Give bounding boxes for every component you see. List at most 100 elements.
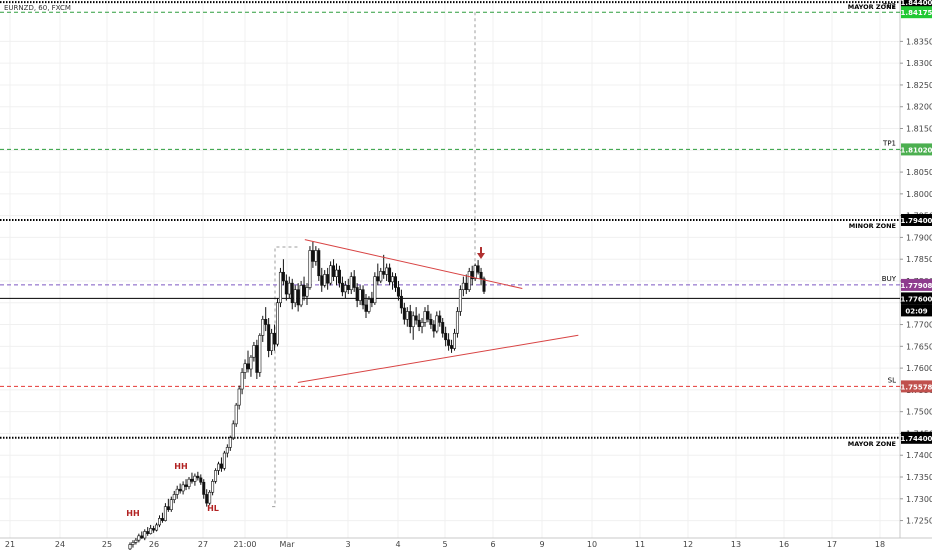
candle-body [361,289,365,306]
candle-body [193,475,197,482]
candle-body [219,463,223,469]
candle-body [396,287,400,297]
y-tick-label: 1.83000 [906,59,932,68]
y-tick-label: 1.81500 [906,125,932,134]
candle-body [296,289,300,306]
candle-body [184,484,188,487]
price-level-label: TP1 [882,139,896,147]
candle-body [311,250,315,262]
candle-body [444,332,448,341]
candle-body [208,491,212,504]
candle-body [158,518,162,526]
price-level-label: MAYOR ZONE [848,3,896,11]
candle-body [482,278,486,292]
candle-body [376,276,380,282]
measure-box [272,246,299,508]
candle-body [337,269,341,284]
candle-body [364,304,368,312]
triangle-lower-line [297,334,579,383]
candle-body [217,463,221,471]
candle-body [385,267,389,275]
candle-body [358,289,362,301]
x-tick-label: 18 [875,540,885,549]
y-tick-label: 1.75000 [906,408,932,417]
candle-body [160,518,164,521]
candle-body [408,311,412,328]
candle-body [169,499,173,510]
candle-body [450,345,454,349]
x-tick-label: Mar [279,540,295,549]
candle-body [187,478,191,487]
x-tick-label: 13 [731,540,741,549]
candle-body [181,484,185,492]
candle-body [355,287,359,301]
candle-body [470,271,474,280]
x-tick-label: 11 [635,540,645,549]
candle-body [452,332,456,349]
candle-body [391,276,395,283]
candle-body [414,315,418,321]
triangle-upper-line [304,239,523,290]
candle-body [346,285,350,290]
y-tick-label: 1.80000 [906,190,932,199]
candle-body [249,356,253,370]
candle-body [146,531,150,534]
price-level-tag-label: 1.79400 [901,217,932,225]
y-tick-label: 1.83500 [906,37,932,46]
countdown-tag [901,304,932,317]
candle-body [196,475,200,479]
candle-body [429,319,433,325]
candle-body [329,265,333,284]
y-tick-label: 1.79000 [906,233,932,242]
price-level-label: SL [888,376,896,384]
price-level-label: TP2 [882,2,896,10]
candle-body [290,282,294,304]
candle-body [202,481,206,495]
candle-body [231,423,235,439]
candle-body [426,311,430,320]
candle-body [399,295,403,309]
x-tick-label: 9 [539,540,544,549]
chart-title: EURNZD, 60, FXCM [4,4,71,12]
candle-body [476,265,480,273]
candle-body [388,267,392,283]
candle-body [166,506,170,510]
x-tick-label: 25 [102,540,112,549]
candle-body [205,494,209,504]
price-level-tag-label: 1.77600 [901,295,932,303]
candle-body [190,478,194,482]
price-axis-panel [900,0,932,550]
candle-body [373,276,377,304]
swing-label: HH [126,509,139,518]
price-level-tag [901,213,932,226]
candle-body [273,332,277,345]
y-tick-label: 1.73000 [906,495,932,504]
y-tick-label: 1.82000 [906,103,932,112]
price-level-label: MINOR ZONE [849,222,896,230]
candle-body [255,345,259,373]
y-tick-label: 1.73500 [906,473,932,482]
candle-body [252,345,256,358]
candle-body [349,276,353,290]
candle-body [447,339,451,346]
price-level-tag [901,0,932,9]
swing-label: HL [207,504,219,513]
candle-body [323,274,327,286]
price-level-tag [901,143,932,156]
candle-body [441,322,445,334]
candle-body [302,285,306,297]
candle-body [214,470,218,482]
price-level-tag [901,6,932,19]
y-tick-label: 1.76000 [906,364,932,373]
candle-body [308,250,312,288]
x-tick-label: 6 [490,540,495,549]
price-level-tag [901,431,932,444]
candle-body [175,488,179,495]
candle-body [199,477,203,483]
candle-body [261,319,265,336]
x-tick-label: 4 [395,540,400,549]
candle-body [402,307,406,320]
x-tick-label: 24 [55,540,65,549]
price-level-tag-label: 1.84175 [901,9,932,17]
